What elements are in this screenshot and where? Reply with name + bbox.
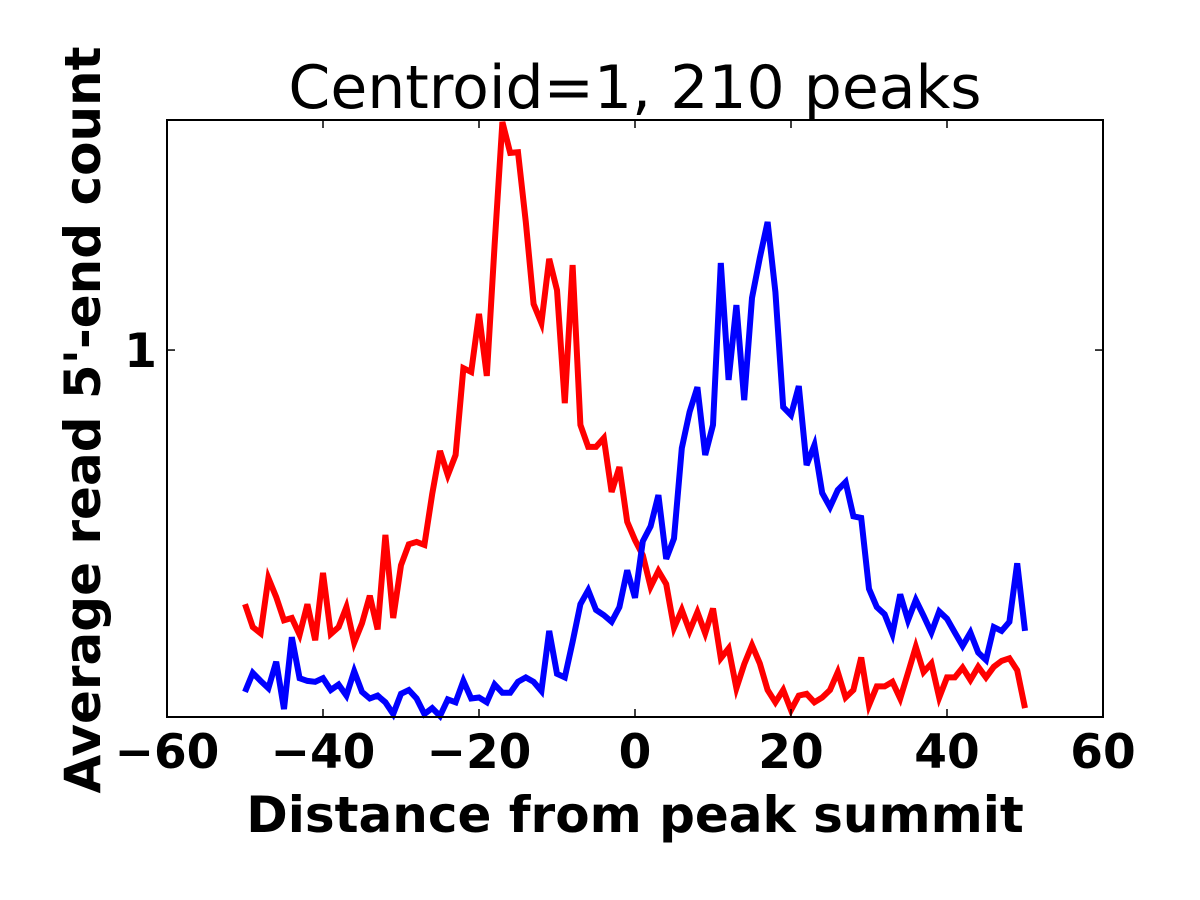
series-line-0 [242, 121, 1028, 718]
y-tick-label: 1 [124, 324, 157, 379]
x-tick-label: 40 [914, 725, 979, 780]
x-tick-label: 0 [619, 725, 652, 780]
x-tick-label: −60 [115, 725, 220, 780]
x-tick-label: 20 [758, 725, 823, 780]
plot-frame [166, 119, 1104, 718]
x-axis-label: Distance from peak summit [246, 786, 1024, 844]
tick-layer: −60 −40 −20 0 20 40 60 1 [115, 120, 1136, 780]
y-axis-label: Average read 5'-end count [54, 46, 112, 793]
x-tick-label: 60 [1070, 725, 1135, 780]
series-line-1 [242, 221, 1028, 722]
series-layer [242, 121, 1028, 722]
x-tick-label: −20 [427, 725, 532, 780]
x-tick-label: −40 [271, 725, 376, 780]
chart-title: Centroid=1, 210 peaks [288, 53, 981, 123]
